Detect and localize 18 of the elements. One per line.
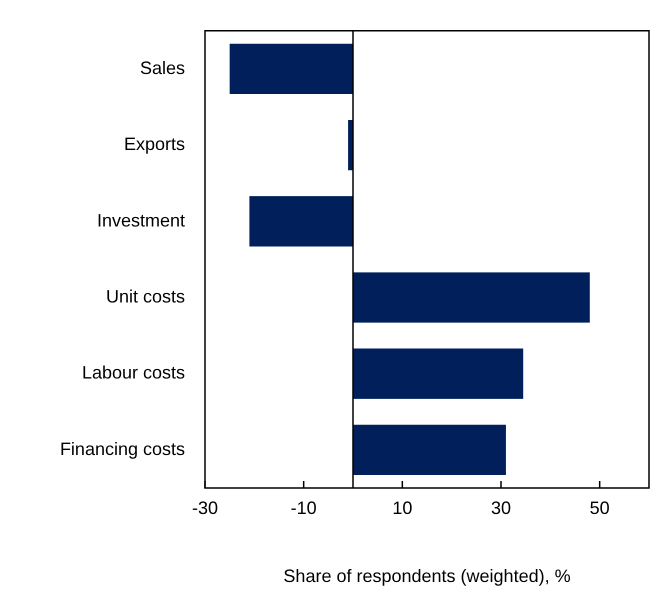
x-tick-label: -30 [192,498,218,518]
x-tick-label: 50 [590,498,610,518]
x-tick-label: -10 [290,498,317,518]
y-tick-label: Labour costs [82,362,185,383]
bar [348,120,353,170]
bar [353,424,506,476]
bar [353,272,590,323]
x-tick-label: 10 [392,498,412,518]
bar [230,44,353,94]
y-tick-label: Sales [140,58,185,78]
bar [353,348,524,399]
y-tick-label: Financing costs [60,438,185,459]
y-tick-label: Exports [124,134,185,154]
bar [249,196,353,246]
x-tick-label: 30 [490,498,512,518]
x-axis-title: Share of respondents (weighted), % [283,566,571,586]
y-tick-label: Unit costs [106,286,185,306]
y-tick-label: Investment [96,210,185,230]
